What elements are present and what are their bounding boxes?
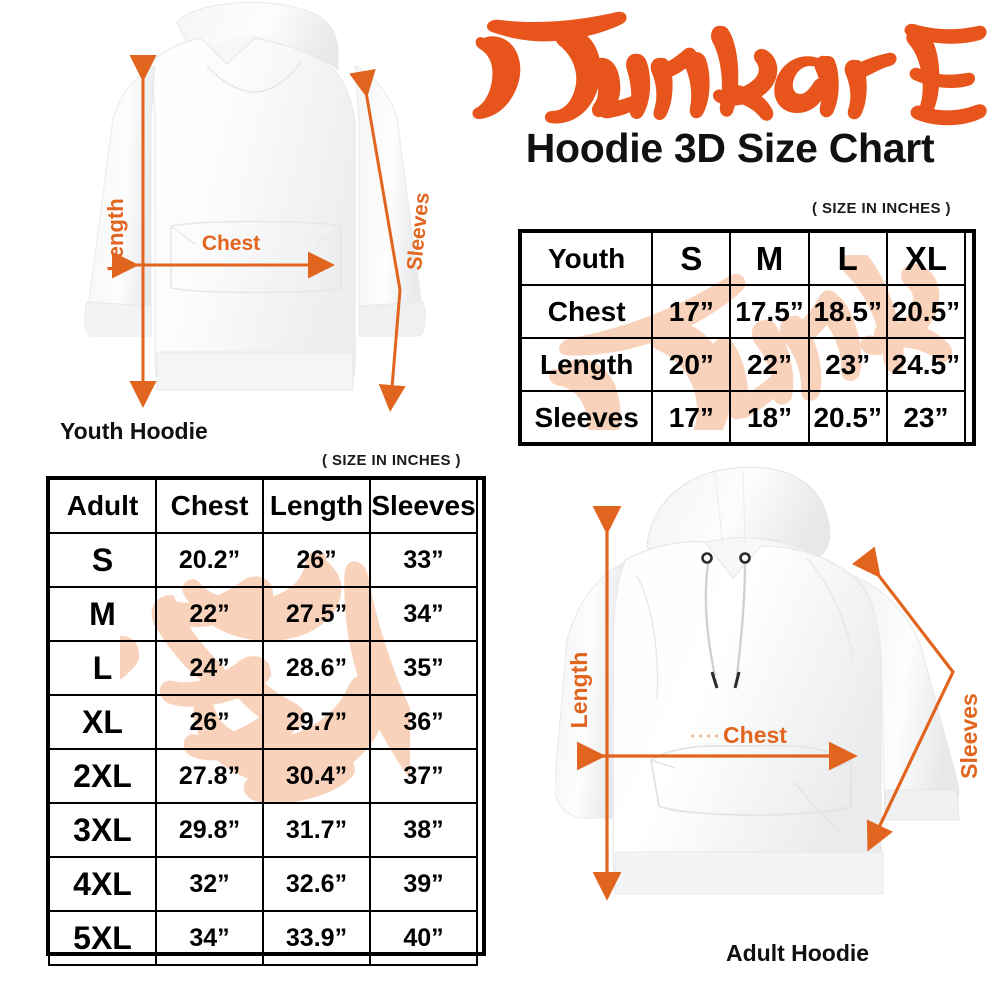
adult-size-4xl: 4XL	[48, 856, 157, 912]
adult-chest-xl: 26”	[155, 694, 264, 750]
youth-hoodie-illustration: Length Chest Sleeves	[55, 0, 475, 415]
youth-length-m: 22”	[729, 337, 810, 392]
adult-size-5xl: 5XL	[48, 910, 157, 966]
youth-size-m: M	[729, 231, 810, 286]
youth-row-label-sleeves: Sleeves	[519, 390, 654, 445]
adult-header-length: Length	[262, 478, 371, 534]
adult-chest-s: 20.2”	[155, 532, 264, 588]
adult-sleeves-s: 33”	[369, 532, 478, 588]
youth-sleeves-l: 20.5”	[807, 390, 888, 445]
adult-length-xl: 29.7”	[262, 694, 371, 750]
youth-size-xl: XL	[885, 231, 967, 286]
adult-length-4xl: 32.6”	[262, 856, 371, 912]
table-row-header: Youth S M L XL	[519, 231, 967, 286]
youth-chest-m: 17.5”	[729, 284, 810, 339]
adult-header-size: Adult	[48, 478, 157, 534]
adult-length-5xl: 33.9”	[262, 910, 371, 966]
dunkare-logo	[470, 8, 990, 128]
table-row: Sleeves 17” 18” 20.5” 23”	[519, 390, 967, 445]
youth-row-label-chest: Chest	[519, 284, 654, 339]
table-row: M 22” 27.5” 34”	[48, 586, 478, 642]
adult-sleeves-m: 34”	[369, 586, 478, 642]
adult-length-m: 27.5”	[262, 586, 371, 642]
table-row: L 24” 28.6” 35”	[48, 640, 478, 696]
youth-length-s: 20”	[651, 337, 732, 392]
adult-sleeves-label: Sleeves	[956, 693, 982, 779]
youth-sleeves-xl: 23”	[885, 390, 967, 445]
adult-length-3xl: 31.7”	[262, 802, 371, 858]
youth-chest-s: 17”	[651, 284, 732, 339]
table-row: S 20.2” 26” 33”	[48, 532, 478, 588]
brand-block: Hoodie 3D Size Chart	[470, 8, 990, 198]
adult-header-chest: Chest	[155, 478, 264, 534]
page-title: Hoodie 3D Size Chart	[525, 125, 935, 171]
adult-chest-3xl: 29.8”	[155, 802, 264, 858]
youth-sleeves-s: 17”	[651, 390, 732, 445]
table-row: 5XL 34” 33.9” 40”	[48, 910, 478, 966]
adult-hoodie-caption: Adult Hoodie	[726, 940, 870, 966]
adult-length-label: Length	[566, 652, 592, 729]
adult-sleeves-3xl: 38”	[369, 802, 478, 858]
adult-chest-5xl: 34”	[155, 910, 264, 966]
adult-length-2xl: 30.4”	[262, 748, 371, 804]
youth-size-l: L	[807, 231, 888, 286]
youth-hoodie-caption: Youth Hoodie	[60, 418, 208, 444]
adult-length-l: 28.6”	[262, 640, 371, 696]
adult-chest-l: 24”	[155, 640, 264, 696]
table-row: Chest 17” 17.5” 18.5” 20.5”	[519, 284, 967, 339]
youth-length-xl: 24.5”	[885, 337, 967, 392]
adult-header-sleeves: Sleeves	[369, 478, 478, 534]
table-row-header: Adult Chest Length Sleeves	[48, 478, 478, 534]
youth-length-l: 23”	[807, 337, 888, 392]
adult-units-caption: ( SIZE IN INCHES )	[322, 452, 461, 469]
adult-sleeves-xl: 36”	[369, 694, 478, 750]
table-row: Length 20” 22” 23” 24.5”	[519, 337, 967, 392]
youth-chest-l: 18.5”	[807, 284, 888, 339]
youth-units-caption: ( SIZE IN INCHES )	[812, 200, 951, 217]
table-row: 4XL 32” 32.6” 39”	[48, 856, 478, 912]
adult-chest-m: 22”	[155, 586, 264, 642]
adult-sleeves-4xl: 39”	[369, 856, 478, 912]
youth-size-table: Youth S M L XL Chest 17” 17.5” 18.5” 20.…	[519, 231, 967, 445]
table-row: 3XL 29.8” 31.7” 38”	[48, 802, 478, 858]
youth-length-label: Length	[103, 198, 128, 271]
adult-chest-4xl: 32”	[155, 856, 264, 912]
table-row: 2XL 27.8” 30.4” 37”	[48, 748, 478, 804]
youth-chest-xl: 20.5”	[885, 284, 967, 339]
adult-size-s: S	[48, 532, 157, 588]
youth-corner-label: Youth	[519, 231, 654, 286]
table-row: XL 26” 29.7” 36”	[48, 694, 478, 750]
adult-size-3xl: 3XL	[48, 802, 157, 858]
adult-sleeves-2xl: 37”	[369, 748, 478, 804]
adult-size-xl: XL	[48, 694, 157, 750]
adult-hoodie-illustration: Length Chest Sleeves	[555, 450, 1000, 940]
adult-sleeves-l: 35”	[369, 640, 478, 696]
adult-sleeves-5xl: 40”	[369, 910, 478, 966]
adult-length-s: 26”	[262, 532, 371, 588]
youth-size-s: S	[651, 231, 732, 286]
adult-size-m: M	[48, 586, 157, 642]
adult-size-l: L	[48, 640, 157, 696]
adult-size-table: Adult Chest Length Sleeves S 20.2” 26” 3…	[48, 478, 478, 966]
youth-row-label-length: Length	[519, 337, 654, 392]
adult-size-2xl: 2XL	[48, 748, 157, 804]
adult-chest-label: Chest	[723, 722, 787, 748]
adult-chest-2xl: 27.8”	[155, 748, 264, 804]
youth-chest-label: Chest	[202, 232, 260, 255]
youth-sleeves-m: 18”	[729, 390, 810, 445]
